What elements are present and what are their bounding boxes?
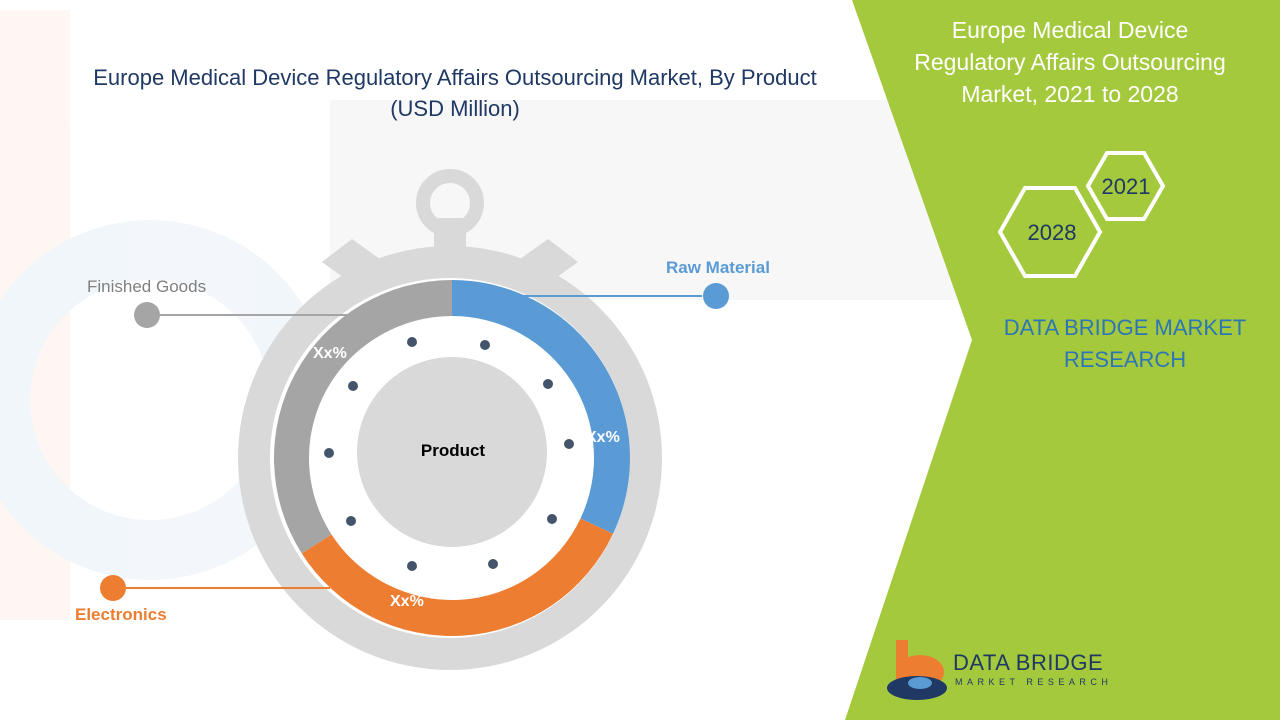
side-title-line-2: Regulatory Affairs Outsourcing [914,49,1226,75]
dial-dots [324,337,574,571]
year-end-label: 2028 [1027,220,1077,245]
side-panel-title: Europe Medical Device Regulatory Affairs… [895,14,1245,110]
chart-title-block: Europe Medical Device Regulatory Affairs… [40,62,870,124]
center-label: Product [420,441,486,460]
dial-dot [543,379,553,389]
brand-line-1: DATA BRIDGE MARKET [1003,315,1247,340]
dial-dot [547,514,557,524]
dial-dot [407,561,417,571]
side-panel-background [845,0,1280,720]
dial-dot [480,340,490,350]
chart-subtitle: (USD Million) [390,96,520,121]
data-label-raw-material: Xx% [586,429,620,446]
hexagon-2021 [1085,151,1166,221]
stopwatch-ring [416,169,484,237]
data-label-electronics: Xx% [390,593,424,610]
donut-chart [273,280,631,636]
donut-segment-finished-goods [273,280,452,554]
hexagon-2028 [997,186,1103,278]
donut-segment-raw-material [452,280,631,534]
dial-dot [324,448,334,458]
legend-dot-electronics [100,575,126,601]
center-disc [357,357,547,547]
watermark-bar [0,10,70,620]
legend-label-finished-goods: Finished Goods [87,277,207,296]
dial-dot [488,559,498,569]
side-title-line-3: Market, 2021 to 2028 [961,81,1179,107]
data-label-finished-goods: Xx% [313,345,347,362]
logo-mark [887,640,947,700]
donut-segment-electronics [301,518,614,636]
logo-tagline: MARKET RESEARCH [955,677,1113,687]
legend-label-raw-material: Raw Material [666,258,770,277]
legend-dot-finished-goods [134,302,160,328]
chart-title: Europe Medical Device Regulatory Affairs… [93,65,817,90]
brand-line-2: RESEARCH [1063,347,1187,372]
side-title-line-1: Europe Medical Device [951,17,1189,43]
legend-label-electronics: Electronics [75,605,167,624]
dial-dot [564,439,574,449]
year-start-label: 2021 [1101,174,1151,199]
dial-dot [348,381,358,391]
dial-dot [346,516,356,526]
legend-dot-raw-material [703,283,729,309]
brand-text: DATA BRIDGE MARKET RESEARCH [985,312,1265,376]
logo-highlight [908,677,932,689]
dial-dot [407,337,417,347]
logo-name: DATA BRIDGE [953,650,1104,675]
